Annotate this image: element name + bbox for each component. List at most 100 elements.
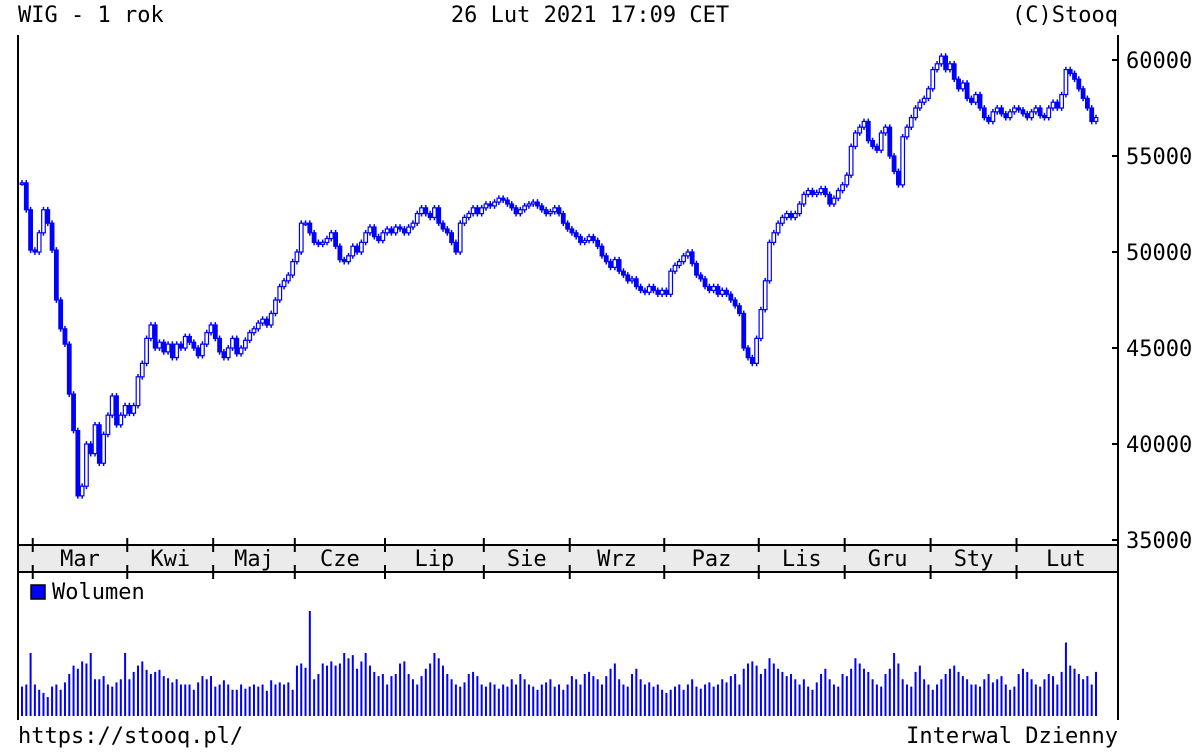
candle — [187, 333, 192, 346]
candle — [578, 233, 583, 246]
candle — [659, 287, 665, 298]
candle-body — [41, 209, 46, 234]
candle — [633, 276, 639, 290]
candle-body — [509, 203, 515, 209]
candle-body — [1093, 116, 1099, 123]
candle — [242, 337, 248, 351]
candle-body — [178, 343, 184, 349]
candle-body — [221, 351, 227, 359]
candle — [814, 189, 820, 198]
candle-body — [298, 222, 304, 253]
candle-body — [590, 236, 596, 242]
candle — [126, 402, 132, 417]
candle-body — [53, 249, 59, 301]
candle-body — [543, 209, 549, 215]
candle-body — [659, 289, 665, 295]
candle-body — [552, 207, 558, 213]
candle — [221, 348, 227, 361]
candle-body — [358, 241, 364, 253]
candle-body — [79, 485, 85, 497]
candle — [956, 76, 961, 92]
candle — [505, 197, 510, 207]
candle-body — [698, 274, 704, 280]
candle — [702, 276, 708, 290]
candle — [513, 204, 519, 217]
candle — [333, 229, 339, 250]
candle-body — [367, 226, 373, 234]
candle-body — [1003, 113, 1009, 119]
candle — [754, 335, 760, 367]
candle — [526, 201, 532, 209]
candle-body — [303, 222, 308, 226]
volume-legend-swatch — [30, 584, 46, 600]
candle-body — [376, 236, 381, 242]
candle-body — [144, 337, 149, 364]
candle-body — [75, 429, 81, 497]
candle — [307, 220, 313, 236]
candle-body — [423, 207, 429, 215]
candle-body — [913, 107, 918, 119]
candle — [698, 272, 704, 282]
candle — [449, 229, 454, 246]
candle — [1046, 105, 1052, 121]
candle-body — [621, 270, 626, 276]
candle-body — [487, 203, 493, 207]
candle — [676, 258, 682, 269]
candle — [71, 391, 76, 434]
candle — [294, 249, 300, 265]
candle — [728, 291, 734, 303]
candle — [895, 168, 901, 188]
candle-body — [389, 228, 394, 234]
candle-body — [943, 55, 949, 71]
candle-body — [526, 203, 532, 207]
candle — [599, 243, 605, 259]
candle — [273, 297, 278, 317]
candle-body — [548, 211, 553, 215]
y-tick-label: 55000 — [1126, 145, 1192, 170]
candle-body — [126, 405, 132, 414]
candle-body — [895, 170, 901, 186]
candle — [36, 229, 42, 255]
candle-body — [977, 93, 983, 109]
candle-body — [990, 111, 996, 123]
candle-body — [908, 116, 914, 128]
candle-body — [432, 207, 437, 219]
candle-body — [36, 232, 42, 253]
candle-body — [814, 191, 820, 195]
candle-body — [479, 207, 485, 215]
candle — [883, 124, 888, 136]
candle-body — [608, 261, 613, 268]
candle-body — [397, 226, 403, 230]
candle — [921, 95, 927, 106]
candle — [298, 220, 304, 255]
y-tick-label: 50000 — [1126, 241, 1192, 266]
candle — [105, 412, 111, 438]
candle — [1029, 108, 1034, 121]
candle-body — [444, 228, 450, 234]
candle-body — [904, 126, 910, 138]
candle-body — [230, 337, 235, 349]
candle-body — [810, 189, 815, 195]
candle-body — [719, 289, 725, 295]
candle-body — [930, 68, 936, 90]
candle-body — [122, 405, 128, 416]
candle-body — [900, 136, 906, 186]
candle — [483, 201, 489, 211]
candle-body — [1059, 93, 1065, 109]
candle — [75, 427, 81, 499]
candle — [681, 252, 686, 265]
candle-body — [453, 241, 459, 253]
candle — [45, 206, 51, 227]
candle — [208, 322, 214, 336]
candle-body — [513, 207, 519, 215]
candle — [565, 220, 570, 232]
candle-body — [655, 289, 661, 295]
candle — [255, 320, 261, 332]
footer-url[interactable]: https://stooq.pl/ — [18, 724, 243, 749]
candle — [560, 210, 566, 227]
candle — [320, 239, 326, 248]
candle-body — [883, 126, 888, 134]
candle-body — [887, 126, 893, 157]
candle-body — [28, 209, 33, 251]
candle — [444, 226, 450, 236]
